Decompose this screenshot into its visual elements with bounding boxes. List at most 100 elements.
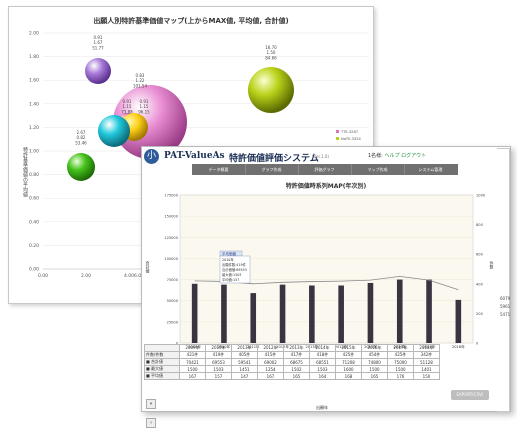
bar[interactable] [396,279,403,343]
bar[interactable] [191,283,198,343]
table-cell: 454件 [361,351,388,359]
table-cell: 1254 [257,365,284,373]
table-cell: 421件 [179,351,206,359]
brand-name: PAT-ValueAs [164,151,225,161]
table-row: 件数/件数 421件 419件 405件 415件 417件 418件 425件 454件 425… [144,351,440,359]
nav-item-graph-create[interactable]: グラフ作成 [245,164,299,175]
pager: «‹ [146,390,166,428]
bubble-x-tick: 4.00 [124,273,134,279]
bubble-y-tick: 1.40 [29,101,39,107]
bar[interactable] [250,293,257,343]
legend-label: TTE-3287 [340,130,358,134]
bar[interactable] [309,285,315,343]
bar[interactable] [455,299,462,343]
bubble-legend: TTE-3287 NoTE-3324 [336,130,362,141]
help-link[interactable]: ヘルプ [384,153,400,159]
table-cell: 75000 [387,358,414,366]
tooltip-line: 最大値:1503 [222,272,241,277]
bubble-label: 0.82 [77,135,86,140]
table-cell: 419件 [205,351,232,359]
bubble-y-tick: 0.20 [29,243,39,249]
bubble-label: 0.91 [140,99,149,104]
main-nav: データ概要 グラフ作成 評価グラフ マップ作成 システム管理 [192,164,458,175]
table-cell: 1500 [179,365,206,373]
table-cell: 1503 [205,365,232,373]
y2-tick: 1000 [476,194,486,198]
bar[interactable] [338,285,344,343]
app-window: 小 PAT-ValueAs 特許価値評価システム (Ver.1.0) 1名様: … [141,146,511,428]
export-csv-button[interactable]: EXPORT(CSV) [451,390,489,400]
table-cell: 68675 [283,358,310,366]
bubble-label: 1.22 [136,78,145,83]
side-number: 5961 [500,304,511,309]
table-cell: 168 [335,372,362,380]
bubble-label: 0.83 [136,73,145,78]
table-row: ■ 最大値 1500 1503 1451 1254 1502 1503 1600 1500 150… [144,365,440,373]
x-tick: 2018年 [452,344,465,349]
table-row-label: 件数/件数 [144,351,180,359]
bubble-x-tick: 0.00 [38,273,48,279]
bubble-label: 1.15 [123,104,132,109]
table-cell: 165 [361,372,388,380]
table-cell: 165 [283,372,310,380]
bubble-label: 51.77 [92,45,104,50]
table-cell: 70421 [179,358,206,366]
bubble-label: 1.67 [94,40,103,45]
table-cell: 1502 [283,365,310,373]
bubble-y-tick: 0.40 [29,219,39,225]
bubble [85,58,111,84]
bubble-y-tick: 0.60 [29,196,39,202]
table-cell: 1500 [387,365,414,373]
bubble-y-tick: 0.00 [29,267,39,273]
table-row: ■ 合計値 70421 69553 59541 69002 68675 68551 71208… [144,358,440,366]
table-cell: 342件 [413,351,440,359]
bar[interactable] [367,282,374,343]
y-tick: 175000 [164,194,178,198]
y-tick: 150000 [164,215,178,219]
bubble-y-axis-label: 特許基準価値の平均値 [22,146,28,198]
bar[interactable] [279,284,286,343]
nav-item-data-overview[interactable]: データ概要 [192,164,246,175]
y-tick: 50000 [167,299,179,303]
data-table: 2009年 2010年 2011年 2012年 2013年 2014年 2015年 2016年… [142,344,510,380]
first-page-button[interactable]: « [146,399,156,409]
chart-tooltip: 平均価値 2010年出願件数:419件合計価値:69553最大値:1503平均値… [219,250,251,284]
table-cell: 176 [387,372,414,380]
bar-series [191,279,462,343]
prev-page-button[interactable]: ‹ [146,418,156,428]
tooltip-line: 合計価値:69553 [222,267,247,272]
y-tick: 100000 [164,257,178,261]
system-title: 特許価値評価システム [229,154,319,164]
table-cell: 150 [413,372,440,380]
user-area: 1名様: ヘルプ ログアウト [368,152,426,159]
bubble-label: 2.67 [77,130,86,135]
table-row: ■ 平均値 167 157 147 167 165 164 168 165 176 150 [144,372,440,380]
y2-tick: 0 [476,342,479,346]
brand-logo-icon: 小 [144,149,159,164]
bubble-label: 73.88 [121,109,133,114]
legend-swatch [336,137,339,140]
tooltip-title: 平均価値 [222,251,236,256]
table-header-cell: 2013年 [283,344,310,352]
bubble-label: 0.91 [94,35,103,40]
table-cell: 69002 [257,358,284,366]
bubble-y-tick: 2.00 [29,31,39,37]
table-cell: 74800 [361,358,388,366]
table-header-cell: 2018年 [413,344,440,352]
nav-item-evaluation-graph[interactable]: 評価グラフ [298,164,352,175]
table-row-label: ■ 合計値 [144,358,180,366]
table-cell: 71208 [335,358,362,366]
bar[interactable] [221,284,227,343]
bar[interactable] [426,279,432,343]
table-header-cell: 2014年 [309,344,336,352]
nav-item-system-admin[interactable]: システム管理 [418,167,443,172]
legend-swatch [336,130,339,133]
table-cell: 1600 [335,365,362,373]
table-cell: 417件 [283,351,310,359]
table-row-label: ■ 最大値 [144,365,180,373]
y2-tick: 400 [476,282,484,286]
table-header-cell: 2011年 [231,344,258,352]
bubble-label: 16.70 [265,45,277,50]
nav-item-map-create[interactable]: マップ作成 [351,164,405,175]
logout-link[interactable]: ログアウト [401,153,427,159]
